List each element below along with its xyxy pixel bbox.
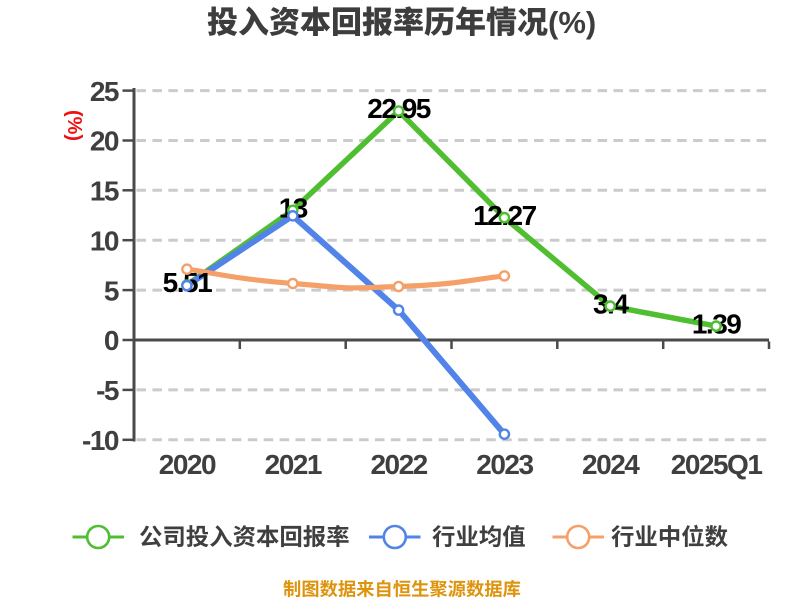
svg-text:15: 15 [90,176,119,207]
svg-text:0: 0 [104,325,119,356]
svg-text:2021: 2021 [265,449,322,480]
svg-text:(%): (%) [63,110,85,141]
svg-text:(%): (%) [548,5,596,40]
svg-text:2022: 2022 [370,449,427,480]
svg-text:-5: -5 [96,375,119,406]
svg-text:20: 20 [90,126,119,157]
svg-text:5: 5 [104,275,119,306]
svg-text:25: 25 [90,76,119,107]
svg-text:2020: 2020 [159,449,216,480]
svg-text:2025Q1: 2025Q1 [671,449,763,480]
svg-text:2023: 2023 [476,449,533,480]
svg-text:10: 10 [90,225,119,256]
svg-text:-10: -10 [82,425,119,456]
svg-text:2024: 2024 [582,449,640,480]
